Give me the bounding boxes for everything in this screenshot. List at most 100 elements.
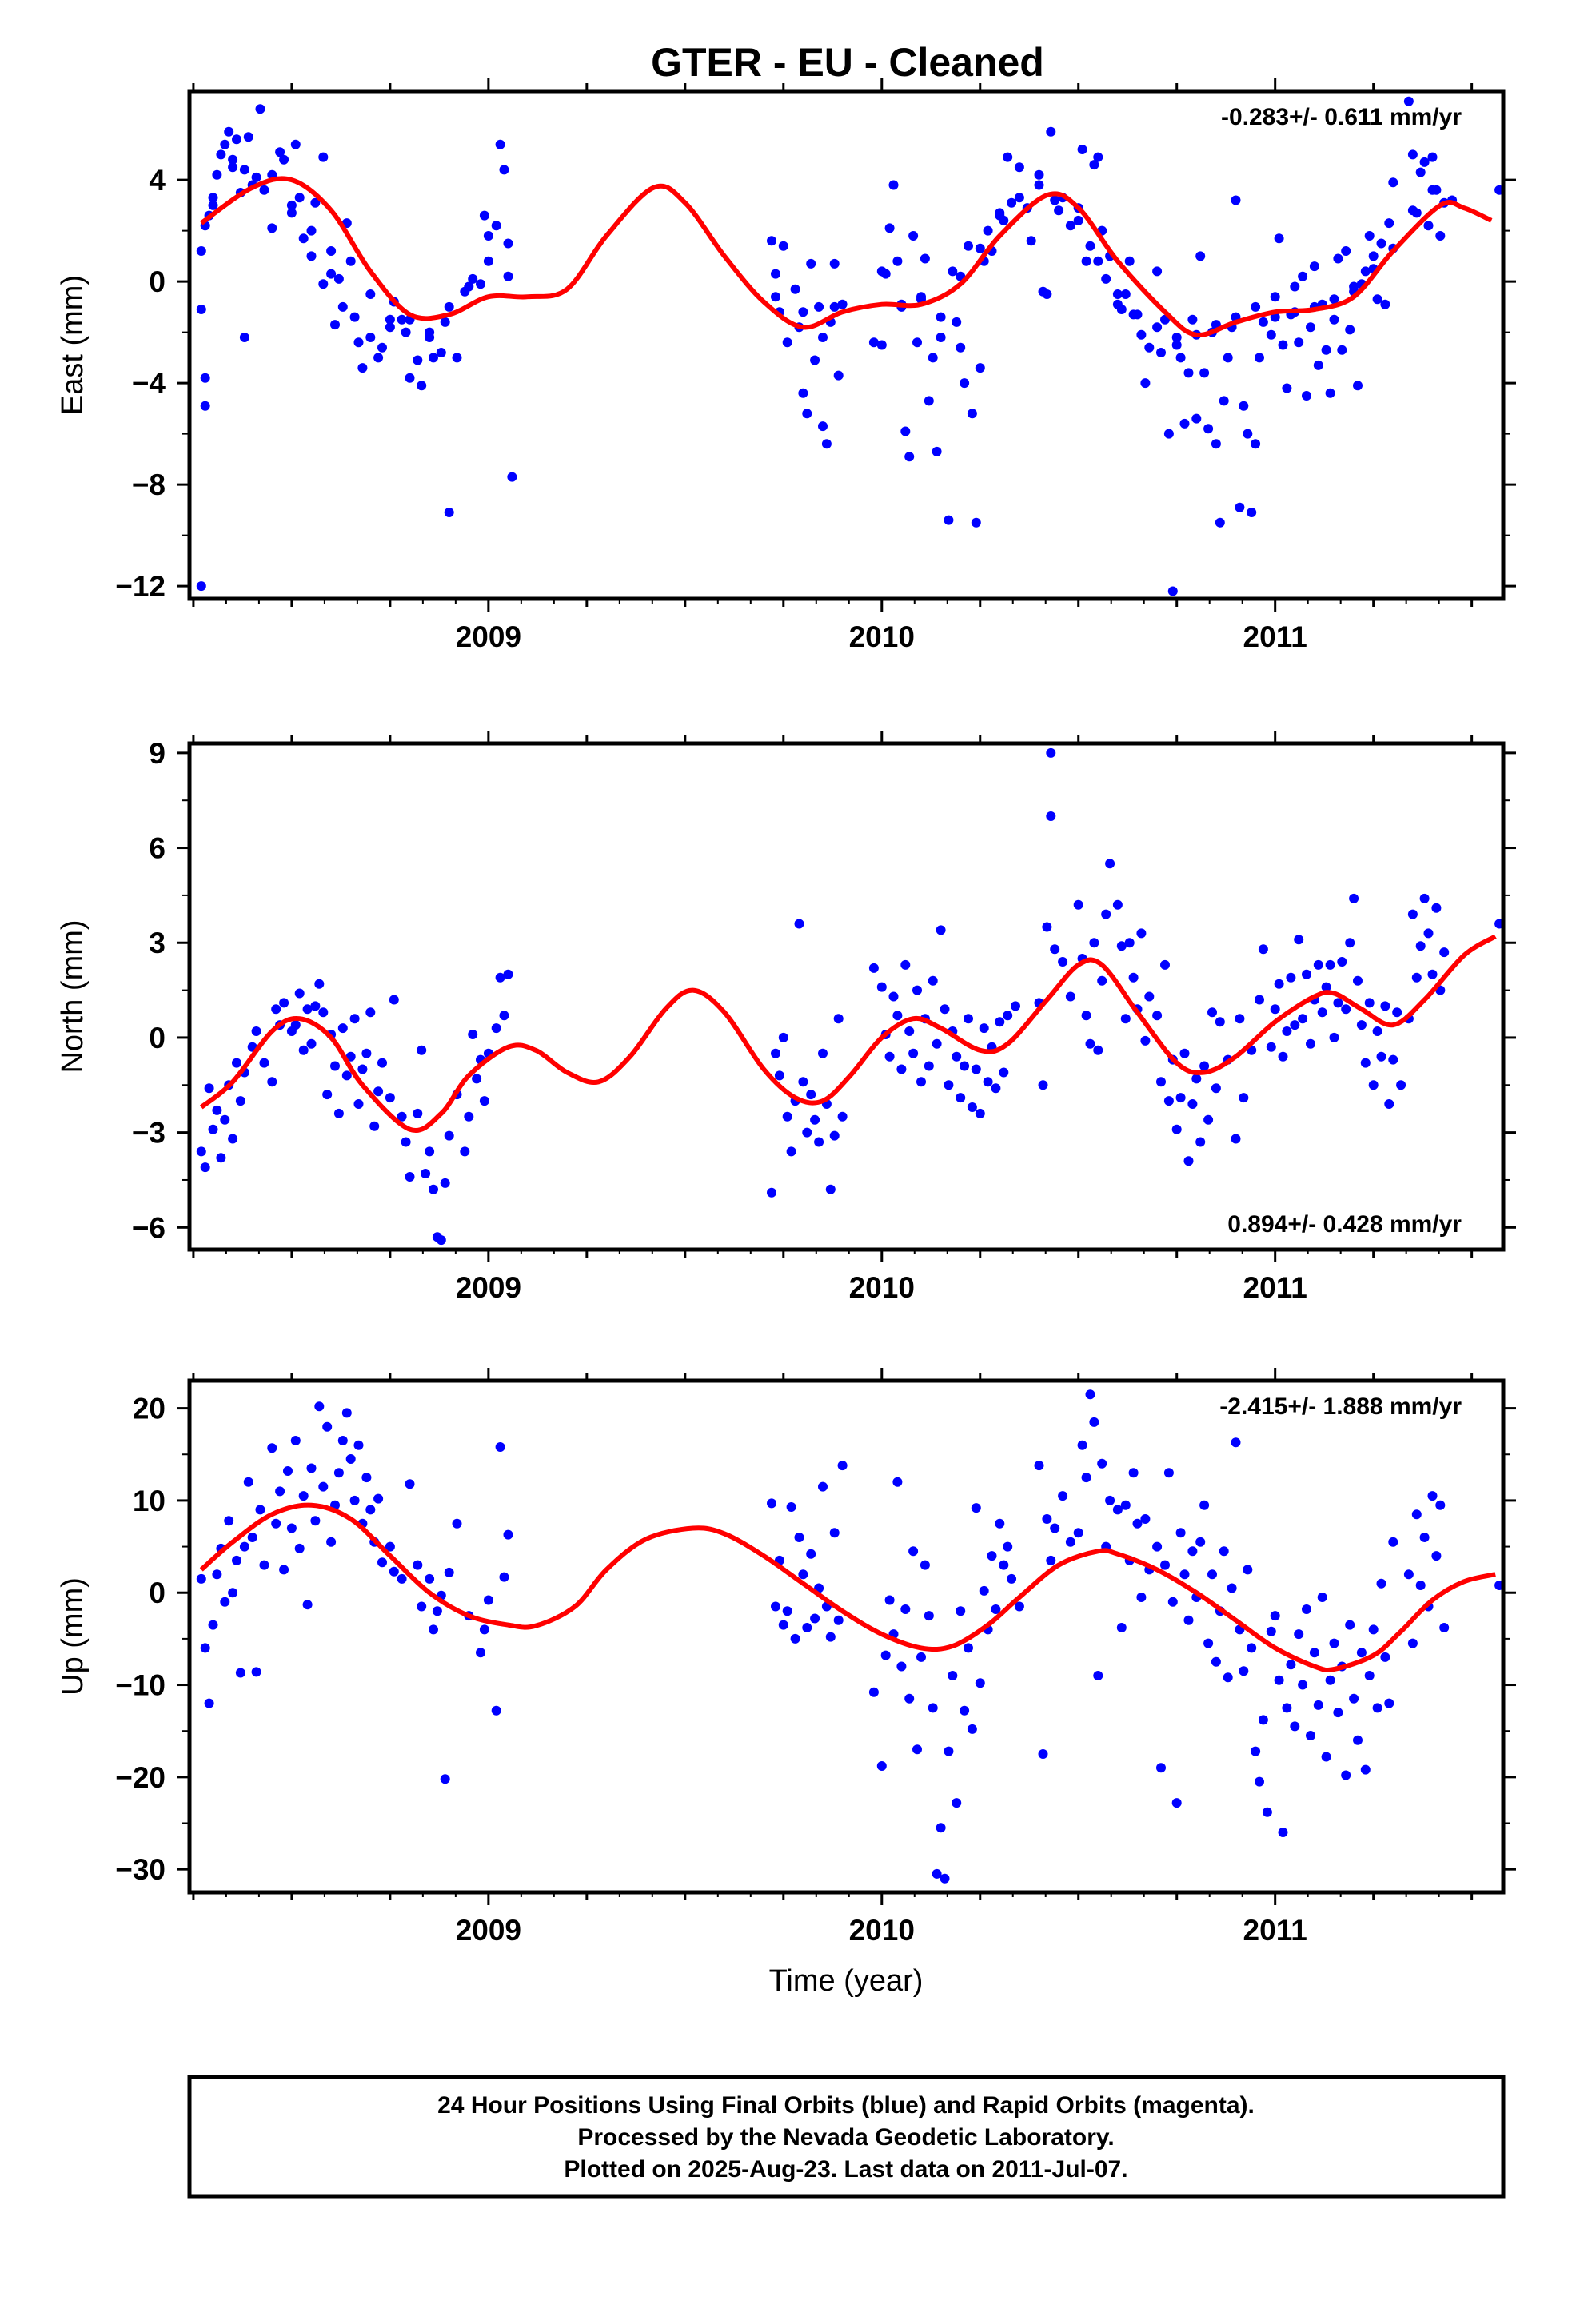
- data-point: [932, 1868, 942, 1879]
- data-point: [1112, 289, 1123, 299]
- data-point: [1321, 1752, 1331, 1762]
- data-point: [790, 1633, 800, 1644]
- data-point: [196, 581, 206, 592]
- data-point: [1388, 177, 1398, 188]
- data-point: [936, 333, 946, 342]
- data-point: [944, 1746, 954, 1756]
- y-tick-label: 4: [149, 164, 166, 197]
- data-point: [912, 1744, 922, 1755]
- data-point: [444, 1130, 454, 1141]
- data-point: [1435, 1500, 1446, 1510]
- data-point: [975, 363, 985, 373]
- data-point: [1132, 1518, 1143, 1529]
- x-tick-label: 2011: [1243, 1914, 1307, 1947]
- data-point: [314, 1401, 325, 1412]
- data-point: [1262, 1807, 1272, 1817]
- data-point: [1163, 1468, 1174, 1478]
- data-point: [286, 208, 297, 218]
- data-point: [1356, 1648, 1367, 1658]
- data-point: [794, 1533, 804, 1542]
- data-point: [794, 919, 804, 929]
- data-point: [271, 1004, 281, 1015]
- data-point: [810, 355, 820, 365]
- data-point: [405, 373, 415, 383]
- data-point: [247, 1533, 257, 1542]
- data-point: [1239, 1093, 1249, 1103]
- data-point: [294, 988, 305, 999]
- data-point: [1317, 1593, 1327, 1602]
- data-point: [884, 1051, 895, 1062]
- data-point: [1294, 337, 1304, 348]
- data-point: [956, 1606, 966, 1616]
- y-tick-label: −30: [115, 1853, 166, 1886]
- data-point: [1302, 391, 1311, 401]
- data-point: [786, 1502, 796, 1512]
- y-tick-label: −3: [132, 1117, 166, 1150]
- east-frame: [187, 89, 1506, 601]
- data-point: [279, 998, 289, 1008]
- data-point: [1341, 1770, 1351, 1780]
- data-point: [888, 180, 899, 190]
- data-point: [916, 1077, 926, 1087]
- data-point: [1223, 353, 1233, 363]
- data-point: [326, 269, 337, 279]
- data-point: [232, 1058, 241, 1068]
- data-point: [868, 337, 879, 348]
- data-point: [1211, 439, 1221, 449]
- data-point: [1167, 1597, 1178, 1607]
- data-point: [1195, 251, 1206, 261]
- data-point: [267, 1443, 277, 1453]
- data-point: [235, 1096, 245, 1106]
- data-point: [778, 1032, 788, 1042]
- data-point: [944, 515, 954, 525]
- data-point: [425, 1573, 435, 1584]
- data-point: [353, 1440, 364, 1450]
- data-point: [1046, 747, 1056, 758]
- y-tick-label: −4: [132, 367, 166, 400]
- east-y-ticks: [177, 178, 1516, 588]
- data-point: [196, 246, 206, 256]
- data-point: [1199, 1500, 1210, 1510]
- data-point: [952, 1051, 962, 1062]
- data-point: [920, 1560, 930, 1570]
- data-point: [302, 1004, 313, 1015]
- data-point: [204, 1083, 214, 1094]
- data-point: [991, 1604, 1001, 1614]
- data-point: [967, 1102, 977, 1112]
- data-point: [1309, 261, 1319, 272]
- data-point: [341, 1070, 352, 1081]
- data-point: [417, 1045, 427, 1055]
- data-point: [1341, 1004, 1351, 1015]
- data-point: [1266, 1626, 1276, 1636]
- data-point: [810, 1613, 820, 1624]
- data-point: [476, 279, 485, 289]
- data-point: [818, 333, 828, 342]
- data-point: [389, 995, 399, 1005]
- data-point: [208, 1620, 218, 1630]
- data-point: [507, 472, 517, 482]
- data-point: [1376, 1578, 1386, 1589]
- data-point: [837, 299, 848, 309]
- data-point: [290, 1020, 301, 1030]
- data-point: [1368, 1080, 1379, 1090]
- data-point: [228, 1588, 238, 1598]
- data-point: [361, 1048, 372, 1058]
- data-point: [1282, 1026, 1292, 1036]
- data-point: [1278, 340, 1288, 350]
- data-point: [503, 1529, 513, 1540]
- data-point: [908, 1546, 919, 1557]
- y-tick-label: −12: [115, 570, 166, 603]
- data-point: [259, 1560, 269, 1570]
- data-point: [1034, 180, 1044, 190]
- data-point: [1171, 1798, 1182, 1808]
- data-point: [802, 1127, 812, 1138]
- data-point: [1360, 1058, 1371, 1068]
- data-point: [373, 1493, 384, 1504]
- data-point: [228, 1134, 238, 1144]
- data-point: [401, 1137, 411, 1147]
- data-point: [232, 134, 241, 145]
- data-point: [948, 266, 958, 277]
- data-point: [1349, 1693, 1359, 1704]
- data-point: [833, 1014, 844, 1024]
- data-point: [1183, 368, 1194, 378]
